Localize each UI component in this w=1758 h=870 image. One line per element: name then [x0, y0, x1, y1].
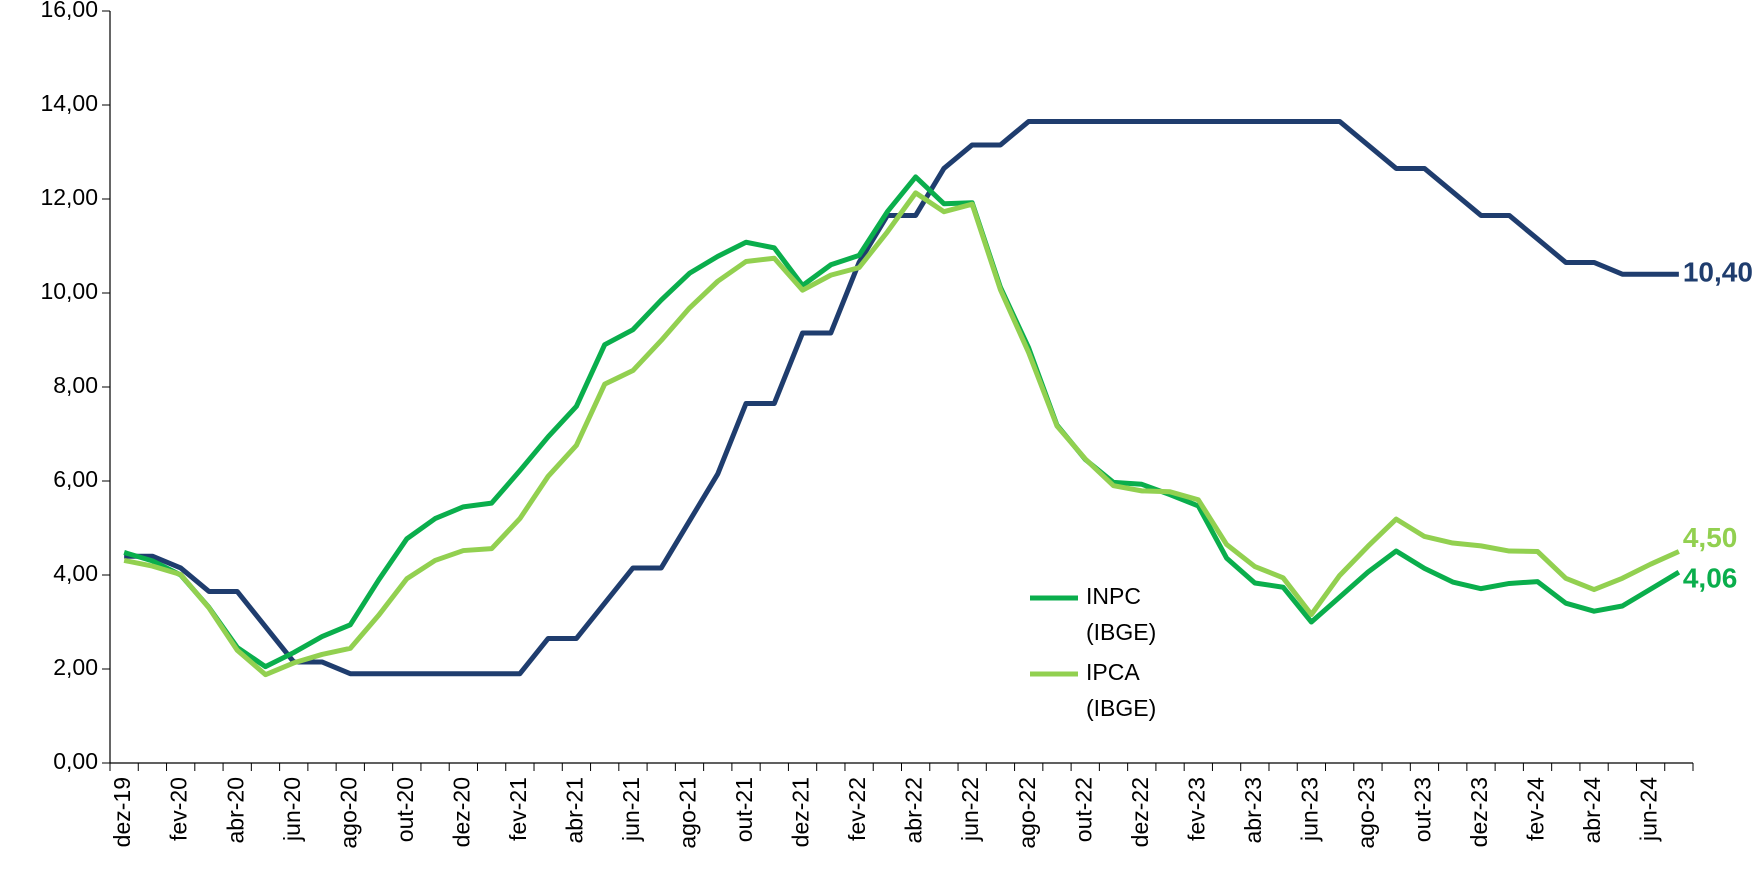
- y-tick-label: 12,00: [40, 184, 98, 210]
- legend-entry: IPCA (IBGE): [1030, 659, 1156, 721]
- x-tick-label: dez-19: [109, 777, 135, 847]
- x-tick-label: abr-22: [901, 777, 927, 843]
- data-label: 4,06: [1683, 563, 1738, 594]
- x-tick-label: fev-24: [1523, 777, 1549, 841]
- x-tick-label: out-23: [1410, 777, 1436, 842]
- x-tick-label: fev-21: [505, 777, 531, 841]
- x-tick-label: ago-21: [675, 777, 701, 849]
- series-line: [123, 174, 1681, 670]
- x-tick-label: dez-20: [448, 777, 474, 847]
- x-tick-label: fev-20: [166, 777, 192, 841]
- y-tick-label: 14,00: [40, 90, 98, 116]
- x-tick-label: abr-24: [1579, 777, 1605, 844]
- x-tick-label: dez-23: [1466, 777, 1492, 847]
- x-tick-label: jun-24: [1636, 777, 1662, 842]
- x-tick-label: fev-22: [844, 777, 870, 841]
- y-tick-label: 16,00: [40, 0, 98, 22]
- x-tick-label: jun-22: [957, 777, 983, 842]
- x-tick-label: out-22: [1070, 777, 1096, 842]
- y-tick-label: 4,00: [53, 560, 98, 586]
- x-tick-label: ago-22: [1014, 777, 1040, 849]
- x-tick-label: jun-20: [279, 777, 305, 842]
- y-tick-label: 10,00: [40, 278, 98, 304]
- x-tick-label: dez-22: [1127, 777, 1153, 847]
- data-label: 4,50: [1683, 522, 1738, 553]
- y-tick-label: 0,00: [53, 748, 98, 774]
- x-tick-label: jun-23: [1296, 777, 1322, 842]
- y-tick-label: 8,00: [53, 372, 98, 398]
- x-tick-label: ago-23: [1353, 777, 1379, 849]
- legend-label: IPCA (IBGE): [1086, 659, 1156, 721]
- x-tick-label: abr-23: [1240, 777, 1266, 843]
- x-tick-label: dez-21: [788, 777, 814, 847]
- series-line: [123, 190, 1680, 678]
- series-line: [124, 118, 1679, 677]
- y-tick-label: 6,00: [53, 466, 98, 492]
- data-label: 10,40: [1683, 257, 1753, 288]
- x-tick-label: out-20: [392, 777, 418, 842]
- x-tick-label: abr-21: [561, 777, 587, 843]
- x-tick-label: ago-20: [335, 777, 361, 849]
- x-tick-label: out-21: [731, 777, 757, 842]
- y-tick-label: 2,00: [53, 654, 98, 680]
- legend-label: INPC (IBGE): [1086, 583, 1156, 645]
- x-tick-label: abr-20: [222, 777, 248, 843]
- legend-entry: INPC (IBGE): [1030, 583, 1156, 645]
- x-tick-label: fev-23: [1183, 777, 1209, 841]
- x-tick-label: jun-21: [618, 777, 644, 842]
